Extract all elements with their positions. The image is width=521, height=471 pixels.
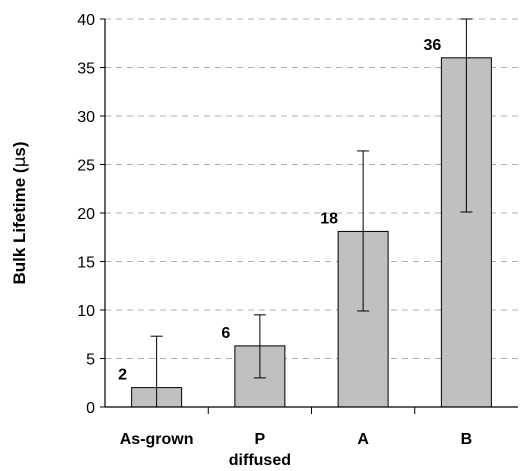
data-label: 2 xyxy=(118,367,127,384)
x-category-label: B xyxy=(461,431,473,448)
y-axis-title-unit: s) xyxy=(10,141,29,156)
y-tick-label: 0 xyxy=(86,400,95,417)
y-tick-label: 20 xyxy=(77,206,95,223)
x-category-label: A xyxy=(357,431,369,448)
data-labels: 2 6 18 36 xyxy=(118,37,441,384)
y-tick-label: 5 xyxy=(86,352,95,369)
data-label: 6 xyxy=(221,325,230,342)
y-tick-label: 10 xyxy=(77,303,95,320)
y-tick-label: 15 xyxy=(77,255,95,272)
error-bars xyxy=(150,18,473,407)
y-axis-title-text: Bulk Lifetime ( xyxy=(10,167,29,284)
axes xyxy=(100,18,518,414)
x-category-label: P xyxy=(255,431,266,448)
bars xyxy=(131,57,492,408)
y-tick-labels: 0 5 10 15 20 25 30 35 40 xyxy=(77,12,95,417)
y-tick-label: 40 xyxy=(77,12,95,29)
y-tick-label: 30 xyxy=(77,109,95,126)
y-tick-label: 25 xyxy=(77,158,95,175)
x-category-label: As-grown xyxy=(120,431,194,448)
y-axis-title-symbol: µ xyxy=(10,156,30,167)
y-tick-label: 35 xyxy=(77,61,95,78)
y-axis-title: Bulk Lifetime (µs) xyxy=(10,141,30,284)
data-label: 18 xyxy=(320,210,338,227)
data-label: 36 xyxy=(423,37,441,54)
x-category-sublabel: diffused xyxy=(229,452,291,469)
